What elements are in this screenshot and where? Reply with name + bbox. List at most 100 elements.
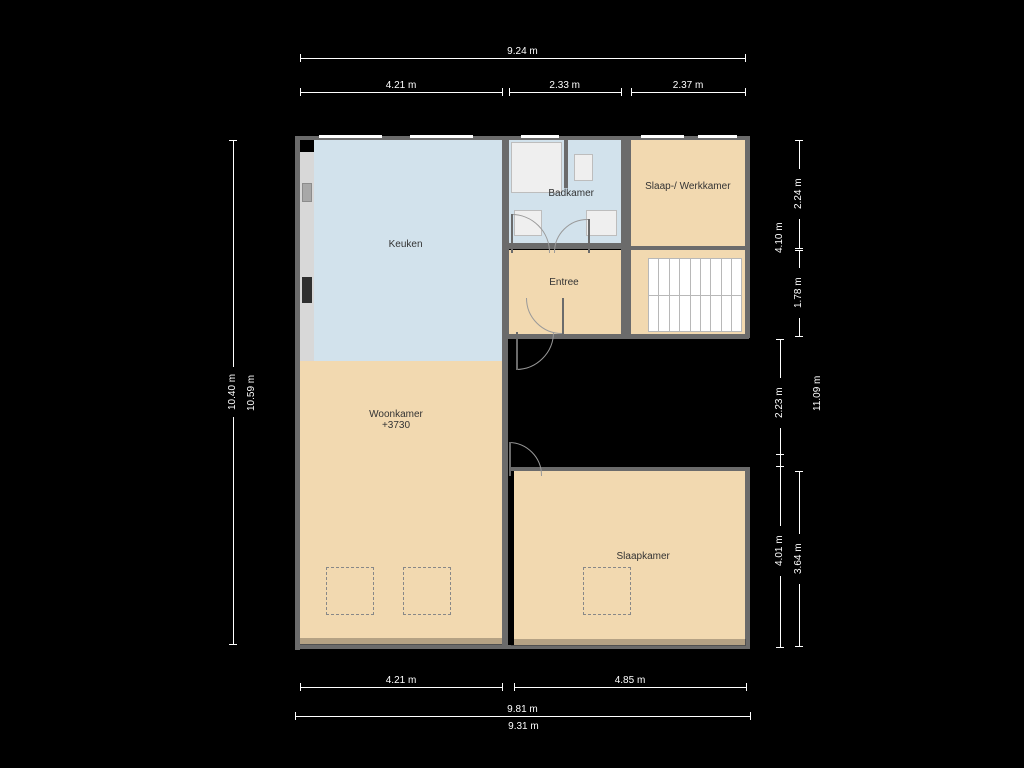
dashed-marker xyxy=(403,567,451,615)
dashed-marker xyxy=(326,567,374,615)
stair-tread xyxy=(700,295,701,332)
door-leaf xyxy=(516,332,518,370)
dim-tick xyxy=(750,712,751,720)
room-slaap-werk xyxy=(631,140,745,248)
dim-tick xyxy=(229,140,237,141)
window xyxy=(641,135,684,138)
door-leaf xyxy=(588,219,590,253)
dim-tick xyxy=(300,88,301,96)
wall-segment xyxy=(502,337,508,647)
dim-tick xyxy=(229,644,237,645)
fixture-toilet xyxy=(574,154,593,180)
wall-segment xyxy=(745,467,750,648)
wall-segment xyxy=(621,136,632,338)
dim-tick xyxy=(795,140,803,141)
door-swing xyxy=(516,332,554,370)
dim-line xyxy=(300,687,502,688)
dim-label: 9.31 m xyxy=(498,721,548,732)
stair-tread xyxy=(710,295,711,332)
dim-label: 2.33 m xyxy=(540,80,590,91)
dim-tick xyxy=(300,54,301,62)
wall-segment xyxy=(509,467,749,471)
dim-tick xyxy=(509,88,510,96)
window xyxy=(319,135,381,138)
door-leaf xyxy=(511,214,513,252)
dim-line xyxy=(295,716,750,717)
stair-tread xyxy=(669,258,670,295)
dim-label: 4.85 m xyxy=(605,675,655,686)
stair-tread xyxy=(690,258,691,295)
fixture-shower xyxy=(511,142,561,192)
dim-label: 9.24 m xyxy=(497,46,547,57)
dim-label: 2.24 m xyxy=(793,169,804,219)
dim-label: 9.81 m xyxy=(497,704,547,715)
dim-label: 2.23 m xyxy=(774,378,785,428)
room-keuken xyxy=(314,140,502,361)
dim-tick xyxy=(795,336,803,337)
dim-tick xyxy=(745,88,746,96)
dim-tick xyxy=(776,647,784,648)
door-swing xyxy=(509,442,543,476)
wall-segment xyxy=(564,140,568,188)
dim-tick xyxy=(631,88,632,96)
dim-label: 4.10 m xyxy=(774,213,785,263)
dim-label: 2.37 m xyxy=(663,80,713,91)
floorplan-stage: KeukenWoonkamer+3730BadkamerEntreeSlaap-… xyxy=(0,0,1024,768)
stair-tread xyxy=(679,258,680,295)
dim-tick xyxy=(795,471,803,472)
dim-tick xyxy=(745,54,746,62)
dim-tick xyxy=(300,683,301,691)
dim-tick xyxy=(776,339,784,340)
dim-tick xyxy=(776,454,784,455)
stair-tread xyxy=(700,258,701,295)
dim-label: 4.21 m xyxy=(376,675,426,686)
dim-label: 4.01 m xyxy=(774,526,785,576)
stair-tread xyxy=(710,258,711,295)
fixture-kitchen-sink xyxy=(302,183,313,202)
fixture-sink-r xyxy=(586,210,617,236)
dim-tick xyxy=(502,88,503,96)
dim-label: 3.64 m xyxy=(793,534,804,584)
floor-shadow xyxy=(511,639,746,646)
wall-segment xyxy=(295,136,300,650)
stair-tread xyxy=(721,295,722,332)
room-slaapkamer xyxy=(514,471,747,646)
dim-tick xyxy=(295,712,296,720)
stair-tread xyxy=(721,258,722,295)
dim-line xyxy=(300,58,745,59)
dim-line xyxy=(509,92,621,93)
dim-line xyxy=(631,92,745,93)
door-swing xyxy=(554,219,588,253)
dim-line xyxy=(514,687,747,688)
dim-label: 11.09 m xyxy=(812,368,823,418)
wall-segment xyxy=(629,246,747,251)
stair-tread xyxy=(679,295,680,332)
wall-segment xyxy=(745,136,750,338)
dim-tick xyxy=(502,683,503,691)
stair-tread xyxy=(731,295,732,332)
dim-label: 1.78 m xyxy=(793,268,804,318)
window xyxy=(521,135,559,138)
door-leaf xyxy=(509,442,511,476)
stair-tread xyxy=(731,258,732,295)
door-swing xyxy=(511,214,549,252)
dim-line xyxy=(300,92,502,93)
dim-label: 10.59 m xyxy=(246,368,257,418)
dim-tick xyxy=(514,683,515,691)
dashed-marker xyxy=(583,567,631,615)
stair-tread xyxy=(658,295,659,332)
wall-segment xyxy=(502,136,509,338)
door-swing xyxy=(526,298,562,334)
window xyxy=(698,135,736,138)
dim-tick xyxy=(795,248,803,249)
fixture-hob xyxy=(302,277,313,303)
dim-tick xyxy=(621,88,622,96)
dim-tick xyxy=(795,250,803,251)
dim-label: 10.40 m xyxy=(227,367,238,417)
stair-divider xyxy=(648,295,742,296)
dim-tick xyxy=(795,646,803,647)
dim-label: 4.21 m xyxy=(376,80,426,91)
floor-shadow xyxy=(300,638,502,645)
stair-tread xyxy=(669,295,670,332)
door-leaf xyxy=(562,298,564,334)
